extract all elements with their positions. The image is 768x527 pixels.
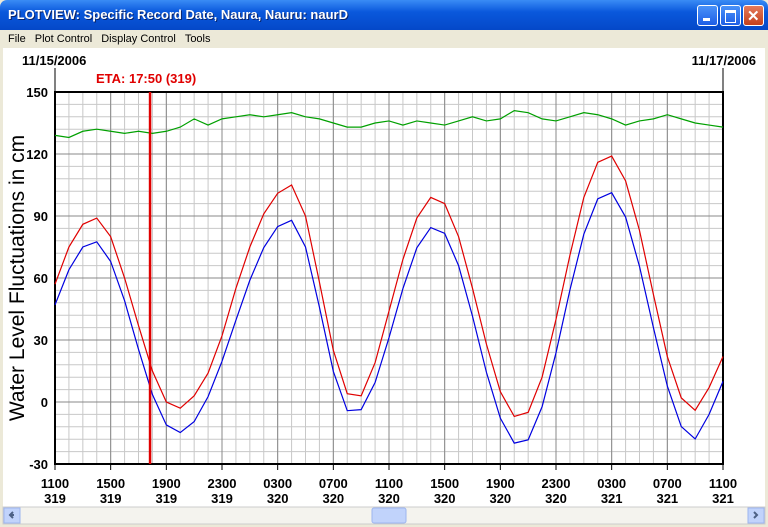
x-tick-day: 320	[267, 491, 289, 506]
end-date: 11/17/2006	[692, 53, 756, 68]
close-button[interactable]: ✕	[743, 5, 764, 26]
title-bar: PLOTVIEW: Specific Record Date, Naura, N…	[0, 0, 768, 30]
x-tick-day: 319	[100, 491, 122, 506]
scroll-thumb[interactable]	[371, 507, 407, 524]
menu-item[interactable]: File	[8, 33, 26, 45]
y-tick-label: 30	[34, 333, 48, 348]
scroll-arrows	[8, 511, 759, 519]
y-tick-label: 150	[26, 85, 48, 100]
x-tick-day: 320	[322, 491, 344, 506]
x-tick-day: 321	[601, 491, 623, 506]
x-tick-label: 0300	[597, 476, 626, 491]
x-tick-label: 1100	[709, 476, 737, 491]
x-tick-label: 2300	[542, 476, 571, 491]
series-line	[54, 155, 724, 418]
x-tick-day: 320	[378, 491, 400, 506]
x-tick-day: 319	[155, 491, 177, 506]
menu-item[interactable]: Tools	[184, 33, 211, 45]
menu-bar: File Plot Control Display Control Tools	[3, 30, 765, 48]
menu-item[interactable]: Display Control	[101, 33, 176, 45]
maximize-button[interactable]	[720, 5, 741, 26]
x-tick-label: 1500	[430, 476, 459, 491]
x-tick-label: 0700	[653, 476, 682, 491]
plot-frame	[54, 91, 724, 465]
x-tick-day: 321	[656, 491, 678, 506]
x-tick-label: 1100	[375, 476, 403, 491]
menu-item[interactable]: Plot Control	[34, 33, 93, 45]
series-line	[54, 109, 724, 139]
x-tick-day: 321	[712, 491, 734, 506]
minimize-button[interactable]	[697, 5, 718, 26]
x-tick-label: 0700	[319, 476, 348, 491]
x-tick-label: 1500	[96, 476, 125, 491]
y-tick-label: 0	[41, 395, 48, 410]
x-tick-day: 320	[489, 491, 511, 506]
series-line	[54, 191, 724, 444]
x-tick-label: 1900	[486, 476, 515, 491]
x-tick-label: 0300	[263, 476, 292, 491]
x-tick-day: 320	[545, 491, 567, 506]
x-tick-day: 320	[434, 491, 456, 506]
y-tick-label: 60	[34, 271, 48, 286]
start-date: 11/15/2006	[22, 53, 86, 68]
y-axis-label: Water Level Fluctuations in cm	[6, 135, 29, 421]
eta-label: ETA: 17:50 (319)	[96, 71, 196, 86]
y-tick-label: 90	[34, 209, 48, 224]
x-tick-label: 1100	[41, 476, 69, 491]
x-tick-day: 319	[211, 491, 233, 506]
y-tick-label: -30	[29, 457, 48, 472]
y-tick-label: 120	[26, 147, 48, 162]
x-tick-label: 2300	[208, 476, 237, 491]
window-title: PLOTVIEW: Specific Record Date, Naura, N…	[8, 7, 348, 22]
x-tick-label: 1900	[152, 476, 181, 491]
x-tick-day: 319	[44, 491, 66, 506]
